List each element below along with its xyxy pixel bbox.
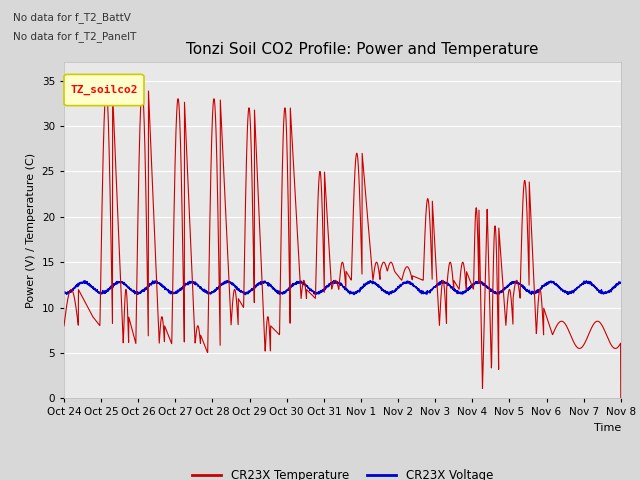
X-axis label: Time: Time — [593, 423, 621, 433]
Legend: CR23X Temperature, CR23X Voltage: CR23X Temperature, CR23X Voltage — [187, 464, 498, 480]
Text: No data for f_T2_BattV: No data for f_T2_BattV — [13, 12, 131, 23]
Y-axis label: Power (V) / Temperature (C): Power (V) / Temperature (C) — [26, 153, 36, 308]
Text: TZ_soilco2: TZ_soilco2 — [70, 85, 138, 95]
Text: No data for f_T2_PanelT: No data for f_T2_PanelT — [13, 31, 136, 42]
Text: Tonzi Soil CO2 Profile: Power and Temperature: Tonzi Soil CO2 Profile: Power and Temper… — [186, 42, 539, 57]
